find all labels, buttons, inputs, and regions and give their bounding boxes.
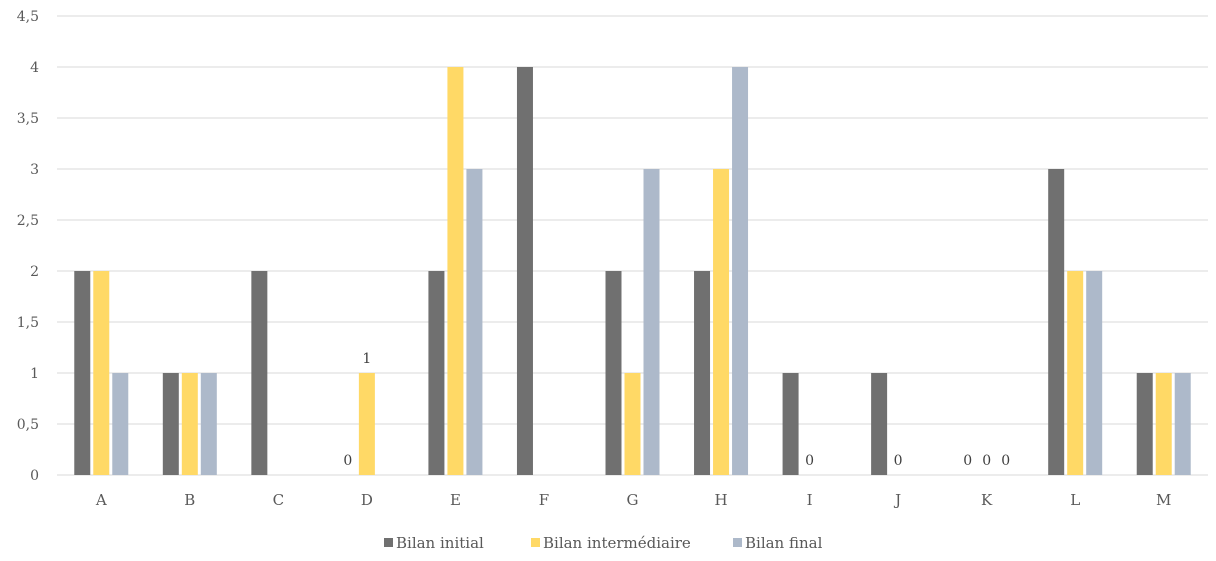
x-tick-label: C bbox=[273, 491, 284, 509]
x-tick-label: E bbox=[450, 491, 461, 509]
y-tick-label: 3 bbox=[30, 162, 39, 178]
bar-e-series-2 bbox=[447, 67, 464, 475]
data-label: 0 bbox=[894, 453, 903, 469]
bar-b-series-3 bbox=[200, 373, 217, 475]
x-tick-label: G bbox=[627, 491, 639, 509]
x-tick-label: J bbox=[893, 491, 901, 509]
x-tick-label: H bbox=[714, 491, 727, 509]
x-tick-label: I bbox=[807, 491, 813, 509]
y-tick-label: 2 bbox=[30, 264, 39, 280]
y-tick-label: 4 bbox=[30, 60, 39, 76]
bar-g-series-3 bbox=[643, 169, 660, 475]
y-tick-label: 1 bbox=[30, 366, 39, 382]
bar-d-series-2 bbox=[358, 373, 375, 475]
bar-e-series-1 bbox=[428, 271, 445, 475]
legend-label: Bilan initial bbox=[396, 534, 484, 552]
data-label: 0 bbox=[343, 453, 352, 469]
data-labels: 010 0 0 0 0 bbox=[343, 351, 1010, 469]
bar-l-series-2 bbox=[1067, 271, 1084, 475]
y-tick-label: 0 bbox=[30, 468, 39, 484]
x-tick-label: M bbox=[1156, 491, 1171, 509]
bar-h-series-3 bbox=[732, 67, 749, 475]
x-tick-label: F bbox=[539, 491, 549, 509]
bar-c-series-1 bbox=[251, 271, 268, 475]
y-axis-tick-labels: 0 0,5 1 1,5 2 2,5 3 3,5 4 4,5 bbox=[17, 9, 39, 484]
y-tick-label: 0,5 bbox=[17, 417, 39, 433]
bars bbox=[74, 67, 1191, 475]
legend-swatch bbox=[733, 538, 742, 547]
bar-i-series-1 bbox=[782, 373, 799, 475]
data-label: 0 bbox=[1001, 453, 1010, 469]
gridlines bbox=[57, 15, 1208, 476]
legend-label: Bilan intermédiaire bbox=[543, 534, 691, 552]
x-tick-label: D bbox=[361, 491, 373, 509]
legend-label: Bilan final bbox=[745, 534, 823, 552]
data-label: 1 bbox=[362, 351, 371, 367]
x-tick-label: B bbox=[184, 491, 195, 509]
bar-l-series-3 bbox=[1086, 271, 1103, 475]
x-tick-label: L bbox=[1070, 491, 1080, 509]
data-label: 0 bbox=[982, 453, 991, 469]
y-tick-label: 3,5 bbox=[17, 111, 39, 127]
bar-h-series-1 bbox=[694, 271, 711, 475]
bar-m-series-1 bbox=[1136, 373, 1153, 475]
bar-g-series-2 bbox=[624, 373, 641, 475]
x-axis-category-labels: A B C D E F G H I J K L M bbox=[95, 491, 1172, 509]
x-tick-label: A bbox=[95, 491, 107, 509]
bar-a-series-1 bbox=[74, 271, 91, 475]
y-tick-label: 1,5 bbox=[17, 315, 39, 331]
legend-swatch bbox=[384, 538, 393, 547]
bar-h-series-2 bbox=[713, 169, 730, 475]
bar-g-series-1 bbox=[605, 271, 622, 475]
bar-e-series-3 bbox=[466, 169, 483, 475]
legend-swatch bbox=[531, 538, 540, 547]
bar-b-series-2 bbox=[181, 373, 198, 475]
data-label: 0 bbox=[963, 453, 972, 469]
bar-b-series-1 bbox=[162, 373, 179, 475]
y-tick-label: 4,5 bbox=[17, 9, 39, 25]
bar-a-series-3 bbox=[112, 373, 129, 475]
bar-a-series-2 bbox=[93, 271, 110, 475]
bar-m-series-3 bbox=[1174, 373, 1191, 475]
y-tick-label: 2,5 bbox=[17, 213, 39, 229]
data-label: 0 bbox=[805, 453, 814, 469]
bar-m-series-2 bbox=[1155, 373, 1172, 475]
x-tick-label: K bbox=[981, 491, 993, 509]
legend: Bilan initial Bilan intermédiaire Bilan fi… bbox=[384, 534, 823, 552]
bar-j-series-1 bbox=[871, 373, 888, 475]
bar-l-series-1 bbox=[1048, 169, 1065, 475]
bar-f-series-1 bbox=[516, 67, 533, 475]
